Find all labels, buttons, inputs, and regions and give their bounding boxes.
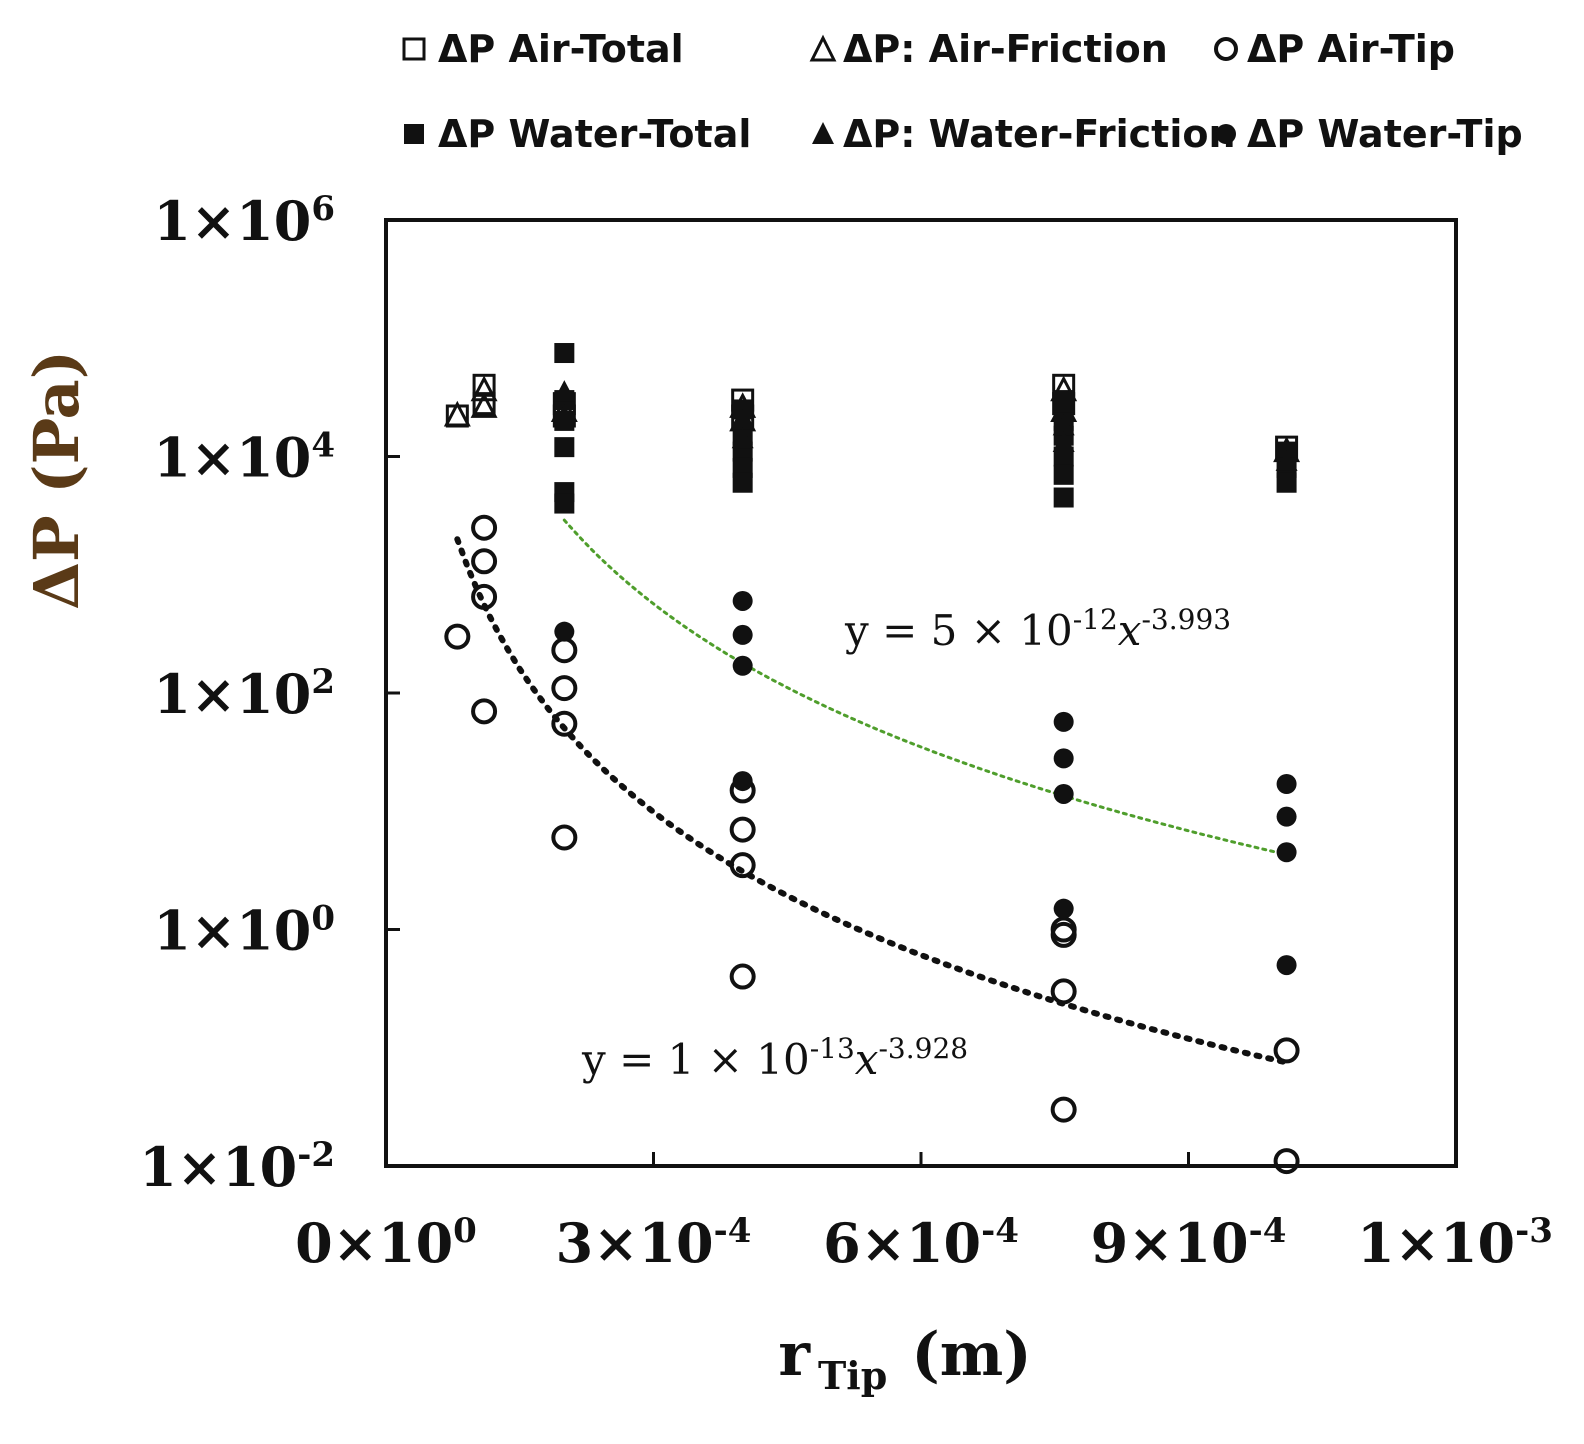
point-p-water-friction <box>731 427 754 449</box>
x-axis-title: r Tip (m) <box>778 1320 1031 1398</box>
point-p-water-friction <box>1052 414 1075 436</box>
legend-item-air-total: ΔP Air-Total <box>402 27 684 71</box>
y-tick-label: 1×100 <box>153 899 335 963</box>
point-p-water-tip <box>1053 711 1074 732</box>
legend: ΔP Air-Total ΔP: Air-Friction ΔP Air-Tip… <box>402 27 1523 156</box>
legend-item-water-tip: ΔP Water-Tip <box>1216 112 1523 156</box>
point-p-air-tip <box>1050 921 1077 948</box>
point-p-water-tip <box>1053 783 1074 804</box>
legend-item-air-tip: ΔP Air-Tip <box>1214 27 1455 71</box>
legend-item-water-friction: ΔP: Water-Friction <box>812 112 1236 156</box>
data-points <box>443 343 1301 1175</box>
point-p-water-tip <box>732 771 753 792</box>
point-p-air-tip <box>1050 1096 1077 1123</box>
point-p-water-tip <box>1276 842 1297 863</box>
legend-label: ΔP: Air-Friction <box>843 27 1168 71</box>
point-p-water-total <box>732 472 753 493</box>
point-p-water-tip <box>1053 748 1074 769</box>
point-p-air-tip <box>551 824 578 851</box>
legend-label: ΔP Air-Total <box>438 27 684 71</box>
y-tick-label: 1×102 <box>153 662 335 726</box>
point-p-air-tip <box>729 816 756 843</box>
point-p-air-tip <box>1273 1148 1300 1175</box>
point-p-water-friction <box>1275 449 1298 471</box>
fit-curve-air <box>454 536 1290 1066</box>
point-p-water-friction <box>553 404 576 426</box>
fit-equation-water: y = 5 × 10-12x-3.993 <box>844 603 1231 656</box>
point-p-water-tip <box>554 621 575 642</box>
point-p-water-tip <box>1276 806 1297 827</box>
point-p-water-friction <box>553 380 576 402</box>
point-p-air-friction <box>470 375 498 402</box>
point-p-water-tip <box>1053 898 1074 919</box>
y-tick-label: 1×10-2 <box>139 1135 335 1199</box>
x-tick-label: 1×10-3 <box>1357 1211 1553 1275</box>
point-p-air-tip <box>1273 1037 1300 1064</box>
point-p-water-tip <box>732 590 753 611</box>
y-tick-label: 1×104 <box>153 426 335 490</box>
point-p-air-tip <box>471 514 498 541</box>
legend-label: ΔP Water-Tip <box>1247 112 1523 156</box>
point-p-water-total <box>1053 464 1074 485</box>
point-p-air-tip <box>471 698 498 725</box>
point-p-air-tip <box>551 637 578 664</box>
y-tick-label: 1×106 <box>153 189 335 253</box>
legend-label: ΔP Air-Tip <box>1247 27 1455 71</box>
x-tick-label: 0×100 <box>295 1211 477 1275</box>
legend-marker-open-triangle <box>809 34 837 62</box>
point-p-air-tip <box>471 583 498 610</box>
point-p-water-total <box>554 493 575 514</box>
legend-marker-filled-square <box>404 124 424 144</box>
point-p-water-tip <box>1276 955 1297 976</box>
point-p-water-tip <box>732 624 753 645</box>
x-tick-label: 6×10-4 <box>823 1211 1019 1275</box>
point-p-water-tip <box>1276 773 1297 794</box>
y-axis-title: ΔP (Pa) <box>20 350 93 610</box>
point-p-water-total <box>554 437 575 458</box>
point-p-air-tip <box>471 548 498 575</box>
fit-curve-water <box>562 518 1289 857</box>
point-p-air-tip <box>551 710 578 737</box>
x-tick-label: 3×10-4 <box>556 1211 752 1275</box>
plot-frame <box>384 218 1458 1168</box>
legend-marker-open-square <box>402 37 426 61</box>
x-tick-label: 9×10-4 <box>1091 1211 1287 1275</box>
point-p-air-tip <box>729 852 756 879</box>
point-p-air-tip <box>551 675 578 702</box>
point-p-water-total <box>1276 472 1297 493</box>
legend-label: ΔP Water-Total <box>438 112 751 156</box>
point-p-water-total <box>1053 487 1074 508</box>
point-p-air-friction <box>443 400 471 427</box>
legend-marker-open-circle <box>1214 37 1238 61</box>
legend-marker-filled-triangle <box>812 122 834 144</box>
point-p-air-tip <box>444 623 471 650</box>
legend-marker-filled-circle <box>1216 124 1236 144</box>
point-p-water-tip <box>732 655 753 676</box>
point-p-air-tip <box>729 963 756 990</box>
fit-equation-air: y = 1 × 10-13x-3.928 <box>581 1032 968 1085</box>
point-p-air-tip <box>1050 978 1077 1005</box>
legend-item-air-friction: ΔP: Air-Friction <box>809 27 1168 71</box>
trend-lines <box>454 518 1290 1066</box>
point-p-water-friction <box>731 408 754 430</box>
legend-label: ΔP: Water-Friction <box>843 112 1236 156</box>
point-p-water-friction <box>1052 391 1075 413</box>
point-p-air-friction <box>470 392 498 418</box>
y-axis: 1×10-2 1×100 1×102 1×104 1×106 <box>139 189 400 1199</box>
point-p-water-total <box>554 343 575 364</box>
point-p-water-friction <box>1052 431 1075 453</box>
legend-item-water-total: ΔP Water-Total <box>404 112 751 156</box>
x-axis: 0×100 3×10-4 6×10-4 9×10-4 1×10-3 <box>295 1152 1553 1275</box>
